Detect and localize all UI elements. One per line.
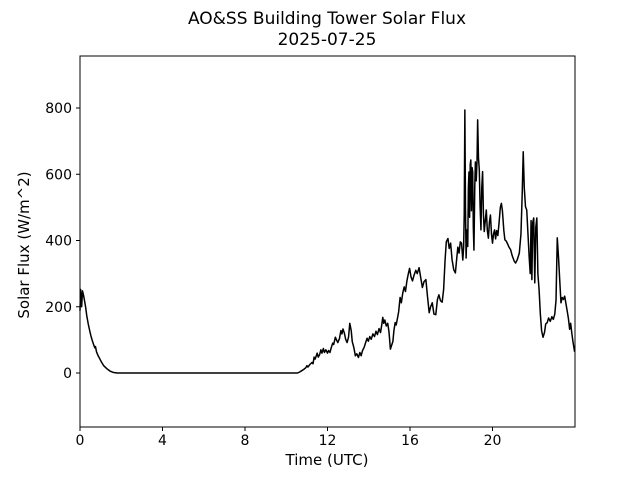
y-tick-label: 800 [45, 101, 72, 117]
x-tick-label: 8 [241, 433, 250, 449]
data-line-solar-flux [79, 109, 576, 374]
y-tick-label: 0 [63, 366, 72, 382]
plot-frame [79, 55, 576, 428]
x-tick-label: 16 [401, 433, 419, 449]
y-tick-label: 200 [45, 300, 72, 316]
x-tick-label: 12 [319, 433, 337, 449]
x-tick-label: 20 [484, 433, 502, 449]
y-axis-label: Solar Flux (W/m^2) [15, 171, 33, 318]
chart-subtitle: 2025-07-25 [278, 30, 377, 50]
y-tick-label: 600 [45, 167, 72, 183]
y-tick-label: 400 [45, 234, 72, 250]
x-tick-label: 4 [158, 433, 167, 449]
chart-title: AO&SS Building Tower Solar Flux [188, 9, 466, 29]
x-axis-label: Time (UTC) [285, 451, 369, 469]
x-tick-label: 0 [76, 433, 85, 449]
